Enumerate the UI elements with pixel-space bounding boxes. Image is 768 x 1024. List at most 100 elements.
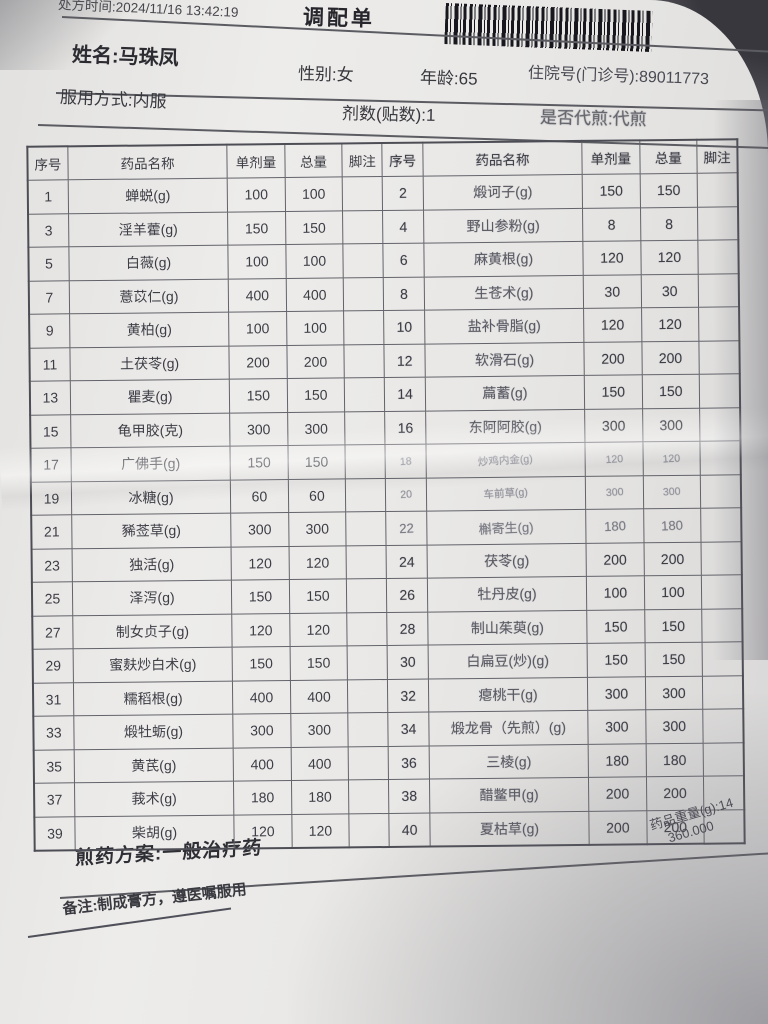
cell-total: 200 (286, 344, 345, 379)
cell-seq: 22 (385, 510, 428, 546)
cell-seq: 40 (389, 812, 430, 847)
cell-seq: 2 (382, 176, 424, 211)
cell-total: 180 (291, 779, 349, 815)
col-note: 脚注 (341, 143, 383, 177)
cell-seq: 32 (387, 678, 429, 713)
cell-seq: 39 (34, 816, 76, 851)
cell-seq: 21 (31, 514, 72, 549)
cell-seq: 15 (30, 414, 71, 449)
cell-note (344, 377, 386, 412)
col-note: 脚注 (696, 139, 738, 174)
cell-name: 麻黄根(g) (423, 241, 584, 277)
cell-note (701, 574, 743, 609)
cell-dose: 60 (230, 479, 289, 514)
cell-seq: 8 (383, 276, 425, 311)
cell-note (702, 708, 744, 743)
medicine-table: 序号 药品名称 单剂量 总量 脚注 序号 药品名称 单剂量 总量 脚注 1 蝉蜕(… (26, 138, 746, 852)
cell-dose: 300 (587, 676, 646, 711)
cell-name: 盐补骨脂(g) (424, 308, 585, 344)
cell-seq: 4 (382, 209, 424, 244)
cell-seq: 23 (31, 548, 73, 583)
patient-gender: 性别:女 (297, 64, 354, 85)
cell-dose: 100 (228, 244, 286, 279)
cell-seq: 9 (29, 313, 70, 348)
cell-name: 制山茱萸(g) (427, 609, 588, 646)
cell-name: 豨莶草(g) (71, 513, 232, 549)
cell-seq: 29 (32, 648, 74, 683)
cell-note (700, 507, 743, 543)
cell-note (343, 310, 385, 345)
cell-dose: 180 (585, 507, 645, 544)
cell-total: 150 (287, 444, 346, 480)
cell-seq: 3 (28, 213, 69, 248)
cell-total: 300 (288, 511, 347, 547)
cell-name: 煅牡蛎(g) (73, 714, 234, 750)
table-row: 39 柴胡(g) 120 120 40 夏枯草(g) 200 200 (34, 809, 745, 851)
cell-name: 黄芪(g) (73, 747, 234, 783)
cell-seq: 18 (384, 443, 427, 480)
cell-total: 150 (641, 374, 700, 409)
cell-name: 煅诃子(g) (422, 174, 583, 210)
cell-total: 120 (291, 813, 350, 849)
cell-seq: 14 (384, 377, 426, 412)
col-name: 药品名称 (422, 140, 583, 177)
cell-name: 泽泻(g) (72, 580, 232, 616)
cell-total: 120 (288, 545, 347, 580)
patient-age: 年龄:65 (419, 68, 478, 89)
cell-name: 生苍术(g) (424, 274, 584, 311)
cell-dose: 300 (584, 473, 645, 511)
dose-count: 剂数(贴数):1 (341, 104, 436, 125)
cell-note (347, 678, 389, 713)
cell-seq: 37 (33, 782, 75, 817)
cell-total: 300 (642, 473, 702, 511)
cell-note (346, 544, 387, 579)
cell-dose: 300 (229, 412, 288, 447)
cell-total: 300 (645, 709, 704, 744)
cell-name: 白薇(g) (68, 245, 229, 281)
cell-note (347, 712, 389, 747)
cell-dose: 150 (229, 378, 288, 413)
cell-dose: 400 (232, 680, 291, 715)
cell-seq: 36 (388, 745, 430, 780)
cell-total: 100 (286, 310, 345, 346)
cell-note (344, 411, 386, 445)
cell-name: 龟甲胶(克) (70, 412, 231, 448)
cell-dose: 120 (584, 440, 644, 478)
cell-name: 醋鳖甲(g) (429, 777, 589, 813)
cell-dose: 180 (233, 780, 292, 815)
cell-seq: 24 (386, 544, 428, 579)
cell-dose: 120 (234, 814, 292, 849)
cell-seq: 20 (384, 476, 428, 513)
cell-total: 120 (641, 307, 700, 342)
cell-name: 制女贞子(g) (72, 613, 233, 649)
cell-dose: 8 (582, 207, 641, 242)
col-dose: 单剂量 (581, 140, 640, 175)
cell-dose: 150 (227, 211, 286, 246)
cell-name: 薏苡仁(g) (69, 278, 229, 314)
cell-dose: 150 (232, 646, 291, 681)
col-total: 总量 (284, 143, 343, 178)
usage-method: 服用方式:内服 (59, 87, 168, 112)
cell-dose: 100 (227, 177, 286, 212)
cell-dose: 400 (233, 747, 292, 782)
cell-name: 夏枯草(g) (429, 810, 590, 847)
cell-total: 120 (641, 439, 702, 477)
cell-total: 60 (287, 478, 346, 513)
med-table-body: 1 蝉蜕(g) 100 100 2 煅诃子(g) 150 150 3 淫羊藿(g) 150 150 4 野… (27, 172, 745, 851)
cell-note (342, 210, 384, 244)
cell-dose: 150 (584, 374, 643, 409)
cell-seq: 31 (32, 682, 74, 717)
col-total: 总量 (639, 139, 698, 174)
cell-name: 柴胡(g) (74, 814, 235, 851)
cell-seq: 33 (33, 715, 74, 750)
cell-total: 200 (643, 541, 702, 576)
cell-note (345, 478, 387, 512)
cell-total: 8 (640, 206, 698, 241)
cell-note (343, 243, 384, 278)
cell-name: 瞿麦(g) (70, 379, 230, 415)
cell-total: 180 (642, 507, 702, 544)
cell-dose: 200 (586, 542, 644, 577)
cell-name: 广佛手(g) (70, 446, 231, 482)
cell-dose: 300 (587, 709, 646, 744)
